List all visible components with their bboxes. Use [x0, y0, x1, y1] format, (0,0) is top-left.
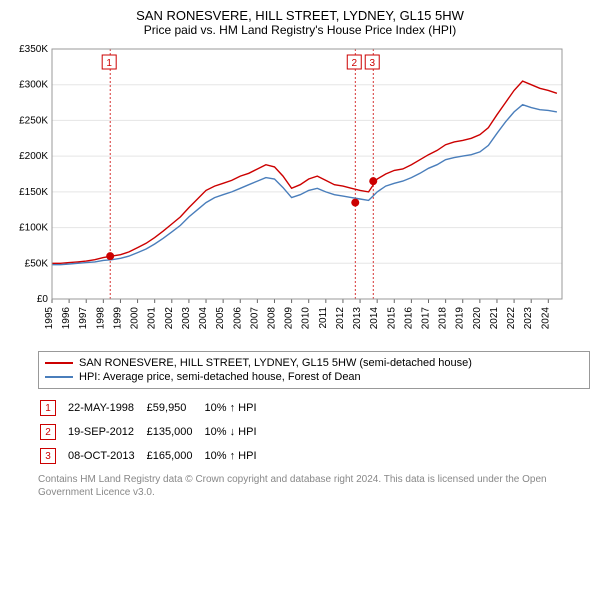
marker-date: 19-SEP-2012 [68, 421, 145, 443]
x-tick-label: 2009 [284, 307, 295, 330]
marker-row: 3 08-OCT-2013£165,00010% ↑ HPI [40, 445, 267, 467]
marker-date: 08-OCT-2013 [68, 445, 145, 467]
marker-price: £59,950 [147, 397, 203, 419]
chart-subtitle: Price paid vs. HM Land Registry's House … [8, 23, 592, 37]
x-tick-label: 2000 [130, 307, 141, 330]
y-tick-label: £250K [19, 115, 48, 126]
legend-item: HPI: Average price, semi-detached house,… [45, 370, 583, 384]
x-tick-label: 2024 [540, 307, 551, 330]
y-tick-label: £100K [19, 223, 48, 234]
y-tick-label: £350K [19, 44, 48, 55]
x-tick-label: 2022 [506, 307, 517, 330]
event-marker-number: 3 [369, 58, 375, 69]
x-tick-label: 2006 [232, 307, 243, 330]
chart-title: SAN RONESVERE, HILL STREET, LYDNEY, GL15… [8, 8, 592, 23]
legend-swatch [45, 362, 73, 364]
x-tick-label: 1995 [44, 307, 55, 330]
marker-badge: 2 [40, 424, 56, 440]
x-tick-label: 2004 [198, 307, 209, 330]
x-tick-label: 2011 [318, 307, 329, 329]
x-tick-label: 2017 [421, 307, 432, 330]
markers-table: 122-MAY-1998£59,95010% ↑ HPI219-SEP-2012… [38, 395, 269, 469]
x-tick-label: 2007 [249, 307, 260, 330]
event-marker-number: 2 [351, 58, 357, 69]
x-tick-label: 2023 [523, 307, 534, 330]
marker-badge: 1 [40, 400, 56, 416]
marker-delta: 10% ↓ HPI [205, 421, 267, 443]
marker-badge: 3 [40, 448, 56, 464]
marker-delta: 10% ↑ HPI [205, 397, 267, 419]
x-tick-label: 2005 [215, 307, 226, 330]
legend: SAN RONESVERE, HILL STREET, LYDNEY, GL15… [38, 351, 590, 389]
marker-delta: 10% ↑ HPI [205, 445, 267, 467]
x-tick-label: 2002 [164, 307, 175, 330]
legend-label: HPI: Average price, semi-detached house,… [79, 371, 361, 383]
x-tick-label: 2021 [489, 307, 500, 330]
event-marker-dot [351, 199, 359, 207]
event-marker-dot [106, 252, 114, 260]
x-tick-label: 2013 [352, 307, 363, 330]
x-tick-label: 2003 [181, 307, 192, 330]
chart-container: £0 £50K £100K £150K £200K £250K £300K £350K 1995… [8, 43, 592, 343]
x-tick-label: 2019 [455, 307, 466, 330]
y-tick-label: £0 [37, 294, 49, 305]
marker-date: 22-MAY-1998 [68, 397, 145, 419]
event-marker-dot [369, 177, 377, 185]
attribution-text: Contains HM Land Registry data © Crown c… [38, 473, 590, 499]
marker-price: £165,000 [147, 445, 203, 467]
x-tick-label: 2014 [369, 307, 380, 330]
marker-row: 2 19-SEP-2012£135,00010% ↓ HPI [40, 421, 267, 443]
x-tick-label: 1999 [112, 307, 123, 330]
x-tick-label: 2015 [386, 307, 397, 330]
x-tick-label: 2010 [301, 307, 312, 330]
x-tick-label: 2020 [472, 307, 483, 330]
y-tick-label: £200K [19, 151, 48, 162]
x-tick-label: 1997 [78, 307, 89, 330]
marker-price: £135,000 [147, 421, 203, 443]
x-tick-label: 2012 [335, 307, 346, 330]
y-tick-label: £150K [19, 187, 48, 198]
legend-label: SAN RONESVERE, HILL STREET, LYDNEY, GL15… [79, 357, 472, 369]
x-tick-label: 2008 [266, 307, 277, 330]
event-marker-number: 1 [106, 58, 112, 69]
y-tick-label: £50K [25, 258, 49, 269]
x-tick-label: 1996 [61, 307, 72, 330]
legend-swatch [45, 376, 73, 378]
legend-item: SAN RONESVERE, HILL STREET, LYDNEY, GL15… [45, 356, 583, 370]
x-tick-label: 2001 [147, 307, 158, 330]
y-tick-label: £300K [19, 80, 48, 91]
x-tick-label: 1998 [95, 307, 106, 330]
x-tick-label: 2018 [438, 307, 449, 330]
marker-row: 1 22-MAY-1998£59,95010% ↑ HPI [40, 397, 267, 419]
x-tick-label: 2016 [403, 307, 414, 330]
price-chart: £0 £50K £100K £150K £200K £250K £300K £350K 1995… [8, 43, 568, 343]
